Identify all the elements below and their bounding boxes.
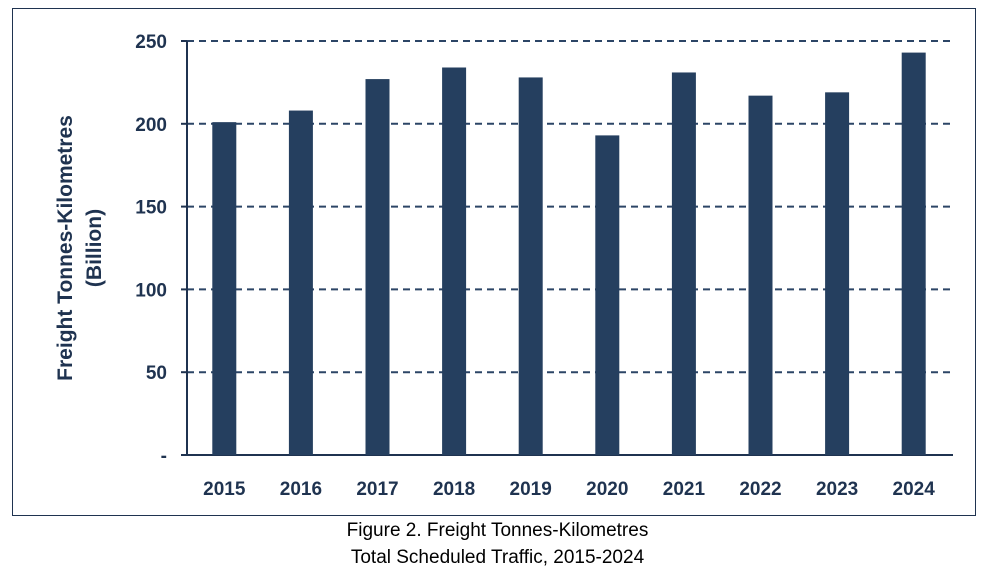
- x-tick-label: 2020: [586, 479, 628, 500]
- y-tick-label: 150: [135, 198, 167, 219]
- bar-2018: [442, 67, 467, 455]
- y-tick-label: 200: [135, 115, 167, 136]
- bar-2023: [825, 92, 850, 455]
- x-tick-label: 2021: [663, 479, 706, 500]
- x-tick-label: 2017: [356, 479, 398, 500]
- x-tick-label: 2023: [816, 479, 858, 500]
- chart-subtitle: Total Scheduled Traffic, 2015-2024: [350, 547, 645, 568]
- x-tick-label: 2022: [739, 479, 781, 500]
- y-tick-label: -: [161, 446, 167, 467]
- y-tick-label: 100: [135, 280, 167, 301]
- x-tick-label: 2018: [433, 479, 475, 500]
- x-tick-label: 2019: [510, 479, 552, 500]
- y-tick-label: 50: [146, 363, 167, 384]
- bar-2019: [518, 77, 543, 455]
- chart-title: Figure 2. Freight Tonnes-Kilometres: [346, 520, 649, 541]
- y-axis-label-line: (Billion): [83, 209, 106, 287]
- y-axis-label-line: Freight Tonnes-Kilometres: [54, 115, 77, 381]
- bar-2020: [595, 135, 620, 455]
- bar-2022: [748, 95, 773, 455]
- y-tick-label: 250: [135, 32, 167, 53]
- bar-2021: [671, 72, 696, 456]
- x-tick-label: 2015: [203, 479, 246, 500]
- chart-frame: [12, 8, 976, 516]
- x-tick-label: 2024: [893, 479, 936, 500]
- bar-2024: [901, 52, 926, 455]
- bar-2017: [365, 79, 390, 455]
- bar-2016: [288, 110, 313, 455]
- x-tick-label: 2016: [280, 479, 322, 500]
- y-axis-label: Freight Tonnes-Kilometres (Billion): [54, 115, 106, 381]
- bar-2015: [212, 122, 237, 456]
